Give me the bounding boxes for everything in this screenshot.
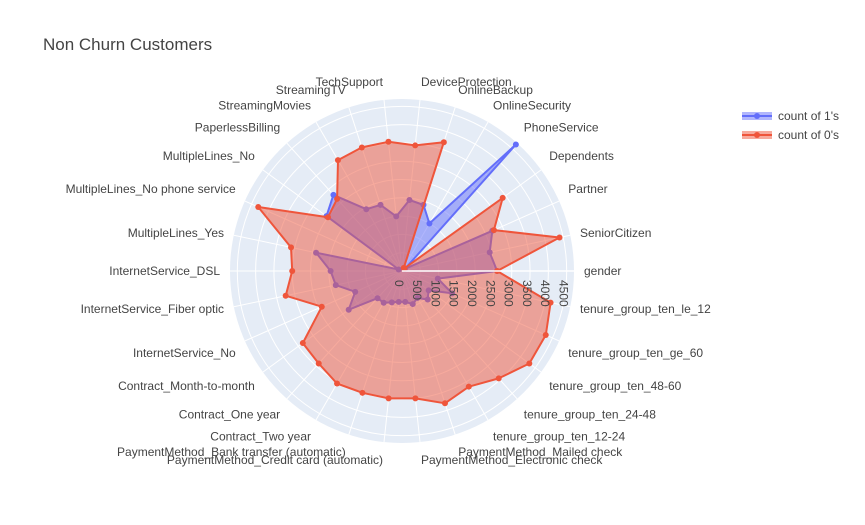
category-label: InternetService_Fiber optic — [81, 302, 224, 316]
category-label: Dependents — [549, 149, 614, 163]
radial-tick-label: 3500 — [520, 280, 534, 307]
category-label: tenure_group_ten_48-60 — [549, 379, 681, 393]
category-label: Contract_One year — [179, 407, 280, 421]
data-point — [255, 203, 262, 210]
data-point — [330, 191, 337, 198]
data-point — [512, 141, 519, 148]
data-point — [385, 138, 392, 145]
radial-tick-label: 0 — [392, 280, 406, 287]
category-label: TechSupport — [316, 75, 384, 89]
data-point — [318, 303, 325, 310]
legend-marker — [754, 113, 760, 119]
category-label: PaymentMethod_Credit card (automatic) — [167, 453, 383, 467]
data-point — [412, 395, 419, 402]
data-point — [358, 144, 365, 151]
category-label: gender — [584, 264, 621, 278]
data-point — [288, 244, 295, 251]
category-label: StreamingMovies — [218, 98, 311, 112]
radial-tick-label: 4000 — [538, 280, 552, 307]
data-point — [526, 360, 533, 367]
category-label: Contract_Month-to-month — [118, 379, 255, 393]
category-label: PaymentMethod_Electronic check — [421, 453, 603, 467]
category-label: MultipleLines_Yes — [128, 226, 224, 240]
radial-tick-label: 2500 — [483, 280, 497, 307]
data-point — [385, 395, 392, 402]
category-label: tenure_group_ten_24-48 — [524, 407, 656, 421]
category-label: InternetService_No — [133, 346, 236, 360]
data-point — [315, 360, 322, 367]
category-label: PhoneService — [524, 121, 599, 135]
radial-tick-label: 1000 — [428, 280, 442, 307]
legend-marker — [754, 132, 760, 138]
category-label: InternetService_DSL — [109, 264, 220, 278]
data-point — [499, 194, 506, 201]
data-point — [334, 380, 341, 387]
category-label: OnlineBackup — [458, 83, 533, 97]
chart-title: Non Churn Customers — [43, 35, 212, 54]
data-point — [289, 268, 296, 274]
legend-item[interactable]: count of 0's — [742, 128, 839, 142]
data-point — [334, 195, 341, 202]
category-label: tenure_group_ten_ge_60 — [568, 346, 703, 360]
category-label: Contract_Two year — [210, 430, 311, 444]
data-point — [542, 332, 549, 339]
radial-tick-label: 1500 — [447, 280, 461, 307]
data-point — [495, 375, 502, 382]
legend-label: count of 1's — [778, 109, 839, 123]
category-label: tenure_group_ten_12-24 — [493, 430, 625, 444]
data-point — [465, 383, 472, 390]
category-label: Partner — [568, 182, 607, 196]
category-label: OnlineSecurity — [493, 98, 571, 112]
category-label: PaymentMethod_Bank transfer (automatic) — [117, 445, 346, 459]
category-label: PaperlessBilling — [195, 121, 280, 135]
data-point — [547, 299, 554, 306]
polar-plot-area: 0 500 1000 1500 2000 2500 3000 3500 4000 4500 gend… — [66, 75, 712, 467]
legend: count of 1's count of 0's — [742, 109, 839, 142]
radial-tick-label: 4500 — [557, 280, 571, 307]
data-point — [412, 142, 419, 149]
data-point — [440, 139, 447, 146]
category-label: tenure_group_ten_le_12 — [580, 302, 711, 316]
data-point — [282, 292, 289, 299]
data-point — [359, 389, 366, 396]
category-label: PaymentMethod_Mailed check — [458, 445, 623, 459]
data-point — [441, 400, 448, 407]
data-point — [556, 234, 563, 241]
category-label: MultipleLines_No — [163, 149, 255, 163]
category-label: SeniorCitizen — [580, 226, 651, 240]
data-point — [324, 214, 331, 221]
data-point — [334, 157, 341, 164]
legend-item[interactable]: count of 1's — [742, 109, 839, 123]
data-point — [490, 227, 497, 234]
series-2 — [255, 138, 563, 407]
category-label: StreamingTV — [276, 83, 346, 97]
data-point — [426, 220, 433, 227]
category-label: MultipleLines_No phone service — [66, 182, 236, 196]
legend-label: count of 0's — [778, 128, 839, 142]
radial-tick-label: 3000 — [502, 280, 516, 307]
category-label: DeviceProtection — [421, 75, 512, 89]
data-point — [400, 264, 407, 271]
radial-tick-label: 500 — [410, 280, 424, 300]
data-point — [299, 340, 306, 347]
radial-tick-label: 2000 — [465, 280, 479, 307]
